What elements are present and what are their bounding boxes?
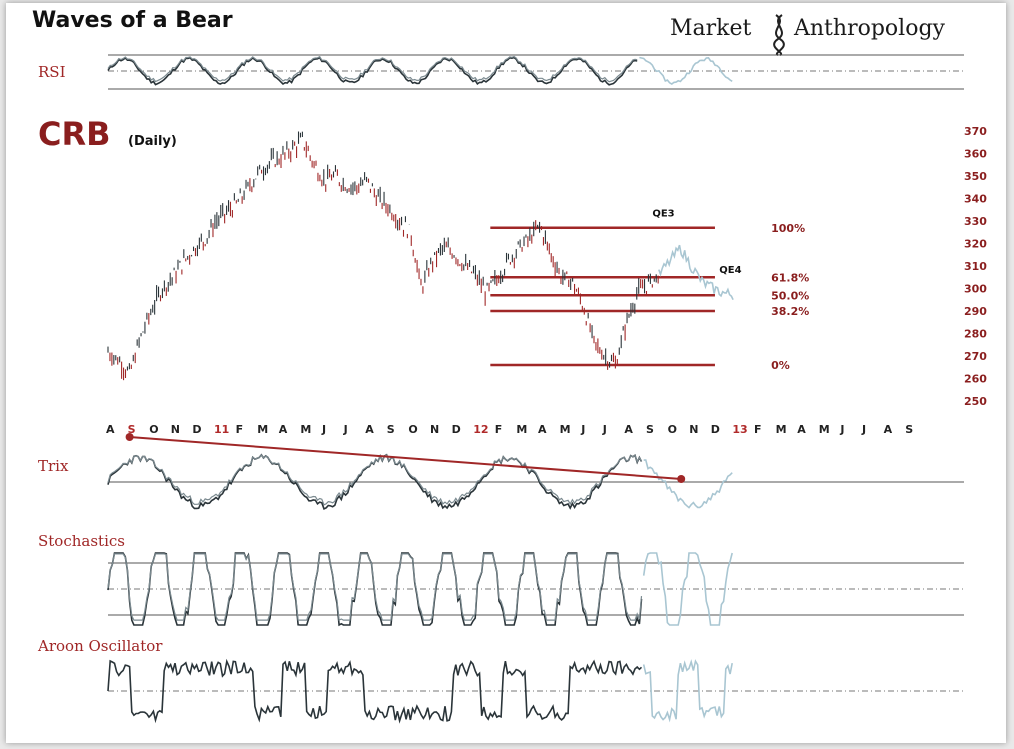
price-series [107,131,734,381]
chart-svg: Waves of a Bear Market Anthropology RSI … [32,8,987,724]
rsi-projection [639,56,733,85]
chart-subtitle: (Daily) [128,134,177,149]
y-tick-label: 280 [964,328,987,341]
stochastics-label: Stochastics [38,532,125,550]
x-month-label: J [861,423,866,436]
x-month-label: O [149,423,158,436]
stochastics-series [107,552,733,627]
x-month-label: F [495,423,503,436]
x-month-label: J [839,423,844,436]
y-tick-label: 270 [964,350,987,363]
x-month-label: S [646,423,654,436]
x-month-label: N [689,423,698,436]
x-month-label: A [624,423,633,436]
x-month-label: 11 [214,423,229,436]
x-month-label: J [321,423,326,436]
x-month-label: D [192,423,201,436]
y-tick-label: 300 [964,283,987,296]
annotation-label: QE4 [719,265,741,276]
y-tick-label: 350 [964,170,987,183]
x-month-label: S [387,423,395,436]
y-tick-label: 250 [964,395,987,408]
x-month-label: N [171,423,180,436]
x-month-label: D [452,423,461,436]
rsi-series [107,55,733,86]
stoch-signal-line [107,553,643,622]
fib-levels: 100% 61.8% 50.0% 38.2% 0% QE3 QE4 [490,209,809,372]
rsi-signal-line [107,55,638,83]
x-month-label: F [236,423,244,436]
aroon-series [107,658,733,724]
dna-logo-icon [773,14,785,56]
y-tick-label: 290 [964,305,987,318]
trix-trendline [129,436,682,480]
rsi-line [107,56,638,86]
x-month-label: A [365,423,374,436]
y-tick-label: 310 [964,260,987,273]
page-title: Waves of a Bear [32,8,233,33]
x-month-label: S [905,423,913,436]
projection-line [658,244,734,301]
x-month-label: 13 [732,423,747,436]
y-tick-label: 340 [964,193,987,206]
fib-level-label: 38.2% [771,305,809,318]
y-tick-label: 320 [964,238,987,251]
x-month-label: 12 [473,423,488,436]
y-tick-label: 370 [964,125,987,138]
x-month-label: J [602,423,607,436]
rsi-label: RSI [38,63,66,81]
x-month-label: S [128,423,136,436]
x-month-label: M [300,423,311,436]
x-month-label: A [884,423,893,436]
trix-series [107,433,733,511]
trendline-end-dot [677,475,686,483]
x-month-label: M [516,423,527,436]
aroon-label: Aroon Oscillator [37,637,163,655]
x-month-label: A [106,423,115,436]
chart-frame: Waves of a Bear Market Anthropology RSI … [6,3,1006,743]
fib-level-label: 100% [771,222,805,235]
x-month-label: A [279,423,288,436]
y-tick-label: 360 [964,148,987,161]
fib-level-label: 0% [771,359,790,372]
x-month-label: F [754,423,762,436]
x-month-label: O [408,423,417,436]
trix-signal-line [107,454,643,506]
fib-level-label: 61.8% [771,271,809,284]
y-tick-label: 260 [964,373,987,386]
fib-level-label: 50.0% [771,289,809,302]
trix-projection [643,459,733,509]
aroon-line [107,658,643,724]
trix-label: Trix [38,457,69,475]
x-month-label: M [560,423,571,436]
trendline-start-dot [125,433,134,441]
x-month-label: M [819,423,830,436]
x-axis-months: A S O N D 11 F M A M J J A S O N D 12 F M A M J J A S O N D 13 F M A M J J A… [106,423,913,436]
y-axis-ticks: 370 360 350 340 330 320 310 300 290 280 270 260 250 [964,125,987,408]
x-month-label: A [797,423,806,436]
brand-right: Anthropology [793,16,946,41]
x-month-label: A [538,423,547,436]
x-month-label: J [580,423,585,436]
annotation-label: QE3 [652,209,674,220]
x-month-label: M [776,423,787,436]
x-month-label: M [257,423,268,436]
y-tick-label: 330 [964,215,987,228]
x-month-label: N [430,423,439,436]
chart-title: CRB [38,115,111,153]
aroon-projection [642,659,733,723]
stoch-projection [642,552,733,626]
brand-left: Market [670,16,752,41]
x-month-label: D [711,423,720,436]
x-month-label: O [668,423,677,436]
x-month-label: J [343,423,348,436]
